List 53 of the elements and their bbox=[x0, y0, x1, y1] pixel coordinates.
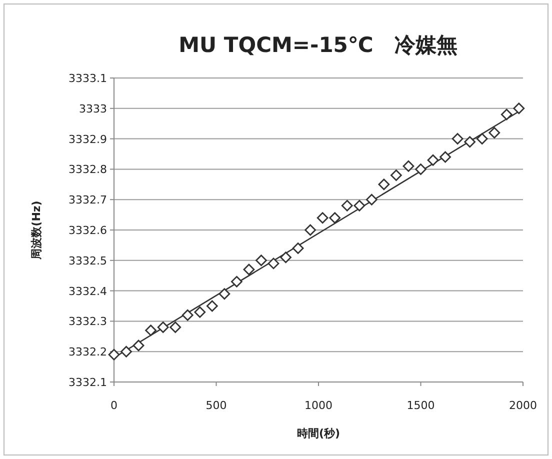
x-axis-title: 時間(秒) bbox=[296, 427, 340, 440]
point bbox=[145, 324, 157, 336]
point bbox=[329, 212, 341, 224]
point bbox=[354, 200, 366, 212]
y-tick-label: 3332.7 bbox=[68, 194, 107, 207]
point bbox=[440, 151, 451, 163]
y-tick-label: 3332.4 bbox=[68, 284, 107, 298]
point bbox=[292, 242, 304, 254]
point bbox=[182, 309, 194, 321]
point bbox=[402, 160, 414, 172]
chart-title: MU TQCM=-15℃ 冷媒無 bbox=[178, 33, 458, 57]
point bbox=[464, 136, 476, 148]
y-tick-label: 3332.9 bbox=[68, 132, 107, 146]
point bbox=[304, 224, 316, 236]
point bbox=[170, 322, 182, 333]
point bbox=[316, 212, 328, 224]
point bbox=[268, 258, 280, 270]
point bbox=[243, 264, 255, 276]
point bbox=[108, 348, 120, 360]
y-tick-label: 3332.1 bbox=[68, 376, 107, 389]
y-tick-label: 3332.5 bbox=[68, 254, 107, 268]
point bbox=[378, 178, 390, 190]
y-tick-label: 3332.6 bbox=[68, 224, 107, 237]
point bbox=[488, 127, 500, 138]
point bbox=[194, 306, 206, 318]
point bbox=[415, 164, 426, 175]
point bbox=[500, 108, 512, 120]
x-tick-label: 1500 bbox=[406, 399, 435, 412]
point bbox=[206, 300, 218, 312]
y-tick-label: 3332.2 bbox=[68, 346, 107, 359]
point bbox=[132, 340, 144, 352]
point bbox=[231, 276, 242, 288]
point bbox=[366, 194, 378, 206]
y-tick-label: 3332.3 bbox=[68, 315, 107, 328]
x-tick-label: 1000 bbox=[304, 399, 332, 412]
point bbox=[341, 200, 353, 212]
point bbox=[256, 254, 267, 266]
point bbox=[476, 133, 488, 144]
x-tick-label: 2000 bbox=[509, 399, 537, 412]
point bbox=[218, 288, 230, 300]
y-tick-label: 3332.8 bbox=[68, 163, 107, 176]
point bbox=[390, 170, 402, 181]
point bbox=[513, 102, 525, 114]
point bbox=[427, 154, 439, 166]
y-tick-label: 3333 bbox=[79, 102, 107, 116]
x-tick-label: 0 bbox=[110, 399, 118, 412]
point bbox=[120, 346, 132, 358]
x-tick-label: 500 bbox=[206, 399, 227, 412]
point bbox=[280, 252, 292, 264]
point bbox=[157, 322, 169, 333]
y-tick-label: 3333.1 bbox=[68, 72, 107, 85]
point bbox=[452, 133, 464, 144]
y-axis-title: 周波数(Hz) bbox=[30, 200, 43, 260]
